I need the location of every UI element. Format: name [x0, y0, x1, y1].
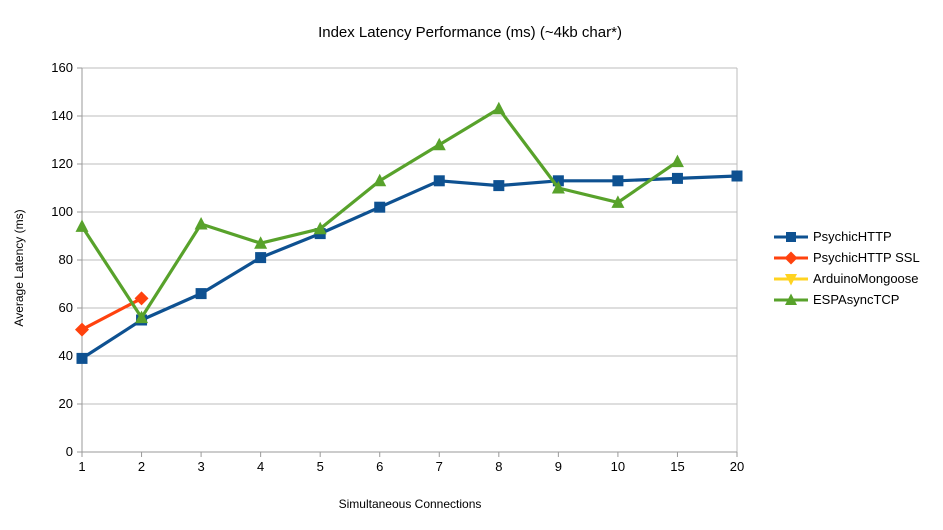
series-line — [81, 174, 738, 360]
chart-title: Index Latency Performance (ms) (~4kb cha… — [318, 24, 622, 41]
data-point-marker — [75, 322, 89, 337]
data-point-marker — [432, 137, 446, 151]
y-tick-label: 120 — [51, 156, 73, 171]
data-point-marker — [255, 252, 267, 264]
data-point-marker — [194, 217, 208, 230]
legend-marker-square-icon — [774, 231, 808, 242]
y-tick-label: 20 — [59, 396, 73, 411]
data-point-marker — [195, 288, 207, 300]
x-tick-label: 7 — [436, 459, 443, 474]
y-tick-label: 100 — [51, 204, 73, 219]
x-tick-label: 15 — [670, 459, 684, 474]
data-point-marker — [611, 195, 625, 208]
legend-item: PsychicHTTP — [774, 226, 920, 247]
y-tick-label: 60 — [59, 300, 73, 315]
legend: PsychicHTTP PsychicHTTP SSL ArduinoMongoos… — [774, 226, 920, 310]
y-tick-label: 160 — [51, 60, 73, 75]
y-tick-label: 0 — [66, 444, 73, 459]
x-tick-label: 2 — [138, 459, 145, 474]
data-point-marker — [671, 172, 683, 184]
data-point-marker — [731, 170, 743, 182]
data-point-marker — [551, 181, 565, 194]
series-espasynctcp — [75, 101, 684, 324]
data-point-marker — [134, 291, 149, 306]
x-tick-label: 8 — [495, 459, 502, 474]
data-point-marker — [433, 175, 445, 187]
y-tick-label: 80 — [59, 252, 73, 267]
legend-label: PsychicHTTP SSL — [813, 250, 920, 265]
series-line — [80, 107, 679, 320]
series-psychichttp — [76, 170, 743, 364]
legend-item: PsychicHTTP SSL — [774, 247, 920, 268]
y-tick-label: 140 — [51, 108, 73, 123]
x-tick-label: 6 — [376, 459, 383, 474]
x-tick-label: 3 — [197, 459, 204, 474]
data-point-marker — [313, 221, 327, 235]
data-point-marker — [612, 175, 624, 187]
x-tick-label: 4 — [257, 459, 264, 474]
x-tick-label: 5 — [317, 459, 324, 474]
data-point-marker — [75, 219, 89, 232]
data-point-marker — [135, 310, 149, 324]
x-tick-label: 1 — [78, 459, 85, 474]
x-axis-title: Simultaneous Connections — [338, 497, 482, 511]
x-tick-label: 10 — [611, 459, 625, 474]
data-point-marker — [374, 201, 386, 213]
data-point-marker — [670, 154, 684, 168]
axes: 0 20 40 60 80 100 120 140 160 1 2 3 4 5 6 7 8 9 10 15 20 — [51, 60, 744, 474]
data-point-marker — [492, 101, 506, 115]
data-point-marker — [373, 173, 387, 187]
data-point-marker — [76, 352, 88, 364]
grid-lines — [82, 67, 738, 452]
data-point-marker — [493, 180, 505, 192]
legend-marker-triangle-down-icon — [774, 273, 808, 285]
legend-label: PsychicHTTP — [813, 229, 892, 244]
legend-label: ArduinoMongoose — [813, 271, 919, 286]
x-tick-label: 9 — [555, 459, 562, 474]
legend-marker-triangle-up-icon — [774, 293, 808, 305]
legend-marker-diamond-icon — [774, 251, 808, 264]
legend-item: ArduinoMongoose — [774, 268, 920, 289]
data-point-marker — [254, 236, 268, 249]
y-axis-title: Average Latency (ms) — [12, 209, 26, 327]
y-tick-label: 40 — [59, 348, 73, 363]
legend-label: ESPAsyncTCP — [813, 292, 900, 307]
legend-item: ESPAsyncTCP — [774, 289, 920, 310]
x-tick-label: 20 — [730, 459, 744, 474]
